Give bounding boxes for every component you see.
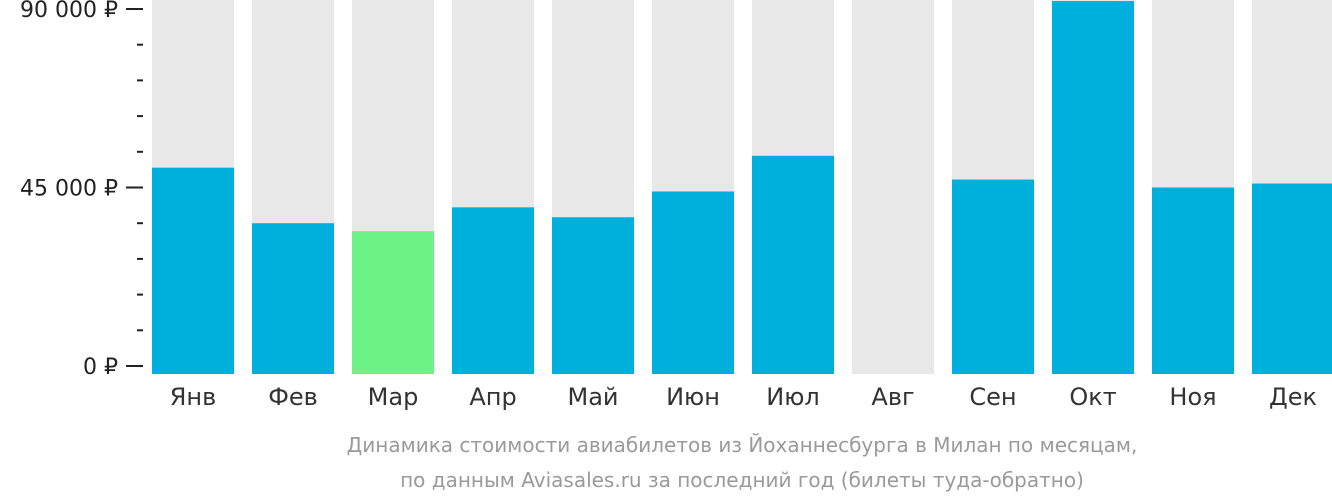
- caption-line-1: Динамика стоимости авиабилетов из Йоханн…: [347, 433, 1138, 457]
- bar-1[interactable]: [252, 223, 334, 374]
- x-tick-label: Дек: [1269, 383, 1317, 411]
- bar-11[interactable]: [1252, 183, 1332, 374]
- x-tick-label: Авг: [871, 383, 914, 411]
- x-tick-label: Май: [567, 383, 618, 411]
- x-tick-label: Фев: [268, 383, 318, 411]
- x-tick-label: Июн: [666, 383, 720, 411]
- bar-10[interactable]: [1152, 187, 1234, 375]
- caption-line-2: по данным Aviasales.ru за последний год …: [400, 468, 1084, 492]
- x-tick-label: Мар: [368, 383, 419, 411]
- x-tick-label: Окт: [1069, 383, 1116, 411]
- y-tick-label: 90 000 ₽: [20, 0, 118, 23]
- y-tick-label: 0 ₽: [83, 355, 118, 380]
- bar-6[interactable]: [752, 155, 834, 374]
- bar-2[interactable]: [352, 231, 434, 374]
- x-tick-label: Июл: [766, 383, 820, 411]
- bar-group: [152, 1, 1332, 374]
- y-tick-label: 45 000 ₽: [20, 177, 118, 202]
- bar-track-7: [852, 0, 934, 374]
- bar-0[interactable]: [152, 167, 234, 374]
- bar-3[interactable]: [452, 207, 534, 374]
- bar-4[interactable]: [552, 217, 634, 374]
- x-tick-label: Ноя: [1169, 383, 1216, 411]
- x-tick-label: Сен: [969, 383, 1016, 411]
- x-tick-label: Янв: [170, 383, 217, 411]
- bar-9[interactable]: [1052, 1, 1134, 374]
- bar-5[interactable]: [652, 191, 734, 374]
- x-tick-label: Апр: [469, 383, 516, 411]
- y-axis: 90 000 ₽ 45 000 ₽ 0 ₽: [20, 0, 143, 380]
- x-axis-labels: Янв Фев Мар Апр Май Июн Июл Авг Сен Окт Ноя Дек: [170, 383, 1317, 411]
- bar-8[interactable]: [952, 179, 1034, 374]
